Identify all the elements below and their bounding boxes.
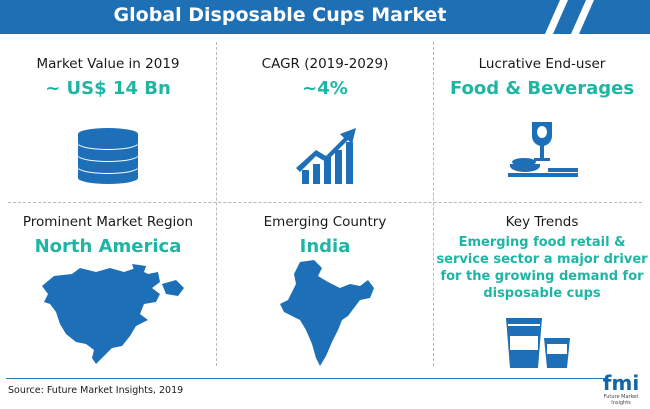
cagr-value: ~4% [302, 78, 348, 99]
divider-h [8, 202, 642, 203]
divider-v1 [216, 42, 217, 366]
country-label: Emerging Country [263, 214, 387, 230]
food-beverage-icon [508, 122, 578, 177]
disposable-cups-icon [506, 318, 570, 368]
india-map-icon [280, 260, 374, 366]
end-user-label: Lucrative End-user [478, 56, 606, 72]
source-text: Source: Future Market Insights, 2019 [8, 385, 184, 396]
region-cell: Prominent Market Region North America [0, 214, 216, 257]
title-banner: Global Disposable Cups Market [0, 0, 650, 34]
logo-subtext: Future Market Insights [603, 394, 639, 406]
fmi-logo: fmi Future Market Insights [596, 372, 646, 408]
region-value: North America [34, 236, 182, 257]
market-value-value: ~ US$ 14 Bn [45, 78, 171, 99]
logo-text: fmi [602, 371, 640, 395]
end-user-value: Food & Beverages [449, 78, 635, 99]
country-cell: Emerging Country India [217, 214, 433, 257]
country-value: India [299, 236, 351, 257]
page-title: Global Disposable Cups Market [113, 4, 447, 26]
growth-chart-icon [296, 128, 356, 184]
north-america-map-icon [42, 264, 184, 364]
trends-text: Emerging food retail & service sector a … [436, 235, 648, 301]
cagr-cell: CAGR (2019-2029) ~4% [217, 56, 433, 99]
banner-shape [0, 0, 650, 34]
region-label: Prominent Market Region [22, 214, 194, 230]
footer-divider [6, 378, 606, 379]
cagr-label: CAGR (2019-2029) [261, 56, 389, 72]
coins-stack-icon [78, 128, 138, 184]
trends-cell: Key Trends Emerging food retail & servic… [434, 214, 650, 302]
divider-v2 [433, 42, 434, 366]
trends-label: Key Trends [505, 214, 579, 230]
end-user-cell: Lucrative End-user Food & Beverages [434, 56, 650, 99]
market-value-cell: Market Value in 2019 ~ US$ 14 Bn [0, 56, 216, 99]
market-value-label: Market Value in 2019 [36, 56, 180, 72]
